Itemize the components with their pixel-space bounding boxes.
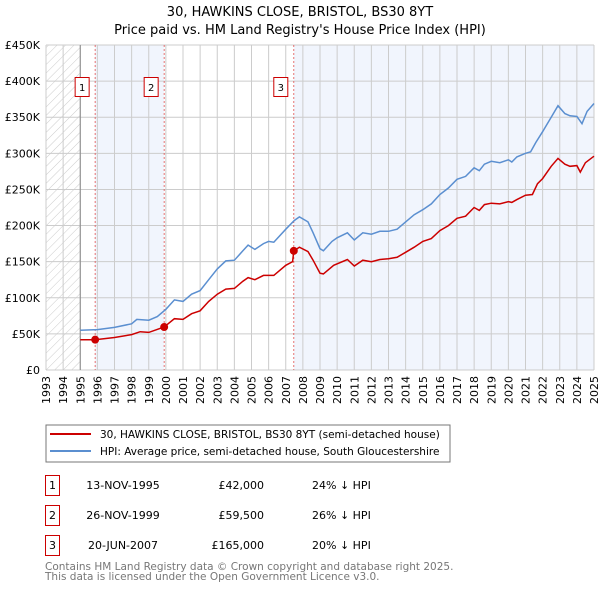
x-tick-label: 2006 — [263, 376, 276, 404]
x-tick-label: 2016 — [434, 376, 447, 404]
transaction-price: £42,000 — [219, 479, 265, 492]
x-tick-label: 1998 — [126, 376, 139, 404]
footer-copyright: Contains HM Land Registry data © Crown c… — [45, 561, 453, 573]
x-tick-label: 2017 — [451, 376, 464, 404]
transaction-date: 26-NOV-1999 — [86, 509, 160, 522]
x-tick-label: 2019 — [485, 376, 498, 404]
transaction-number: 2 — [49, 509, 56, 522]
x-tick-label: 2013 — [383, 376, 396, 404]
hpi-line — [80, 103, 595, 332]
shaded-period — [95, 45, 165, 370]
transaction-date: 20-JUN-2007 — [88, 539, 158, 552]
x-tick-label: 2010 — [331, 376, 344, 404]
y-tick-label: £0 — [26, 364, 40, 377]
y-tick-label: £50K — [12, 328, 41, 341]
y-tick-label: £250K — [5, 183, 41, 196]
footer-licence: This data is licensed under the Open Gov… — [44, 571, 380, 583]
x-tick-label: 2018 — [468, 376, 481, 404]
transaction-row: 2 26-NOV-1999 £59,500 26% ↓ HPI — [45, 505, 371, 526]
x-tick-label: 2015 — [417, 376, 430, 404]
transaction-date: 13-NOV-1995 — [86, 479, 160, 492]
x-tick-label: 2007 — [280, 376, 293, 404]
y-tick-label: £150K — [5, 256, 41, 269]
legend-property-label: 30, HAWKINS CLOSE, BRISTOL, BS30 8YT (se… — [100, 429, 440, 441]
y-tick-label: £300K — [5, 147, 41, 160]
transactions-table: 1 13-NOV-1995 £42,000 24% ↓ HPI 2 26-NOV… — [45, 475, 371, 556]
transaction-hpi-diff: 26% ↓ HPI — [312, 509, 371, 522]
transaction-number: 1 — [49, 479, 56, 492]
x-tick-label: 2024 — [571, 376, 584, 404]
x-tick-label: 2005 — [246, 376, 259, 404]
y-tick-label: £200K — [5, 220, 41, 233]
y-tick-label: £450K — [5, 39, 41, 52]
x-tick-label: 2021 — [520, 376, 533, 404]
y-tick-label: £350K — [5, 111, 41, 124]
legend-hpi-label: HPI: Average price, semi-detached house,… — [100, 446, 439, 458]
transaction-price: £59,500 — [219, 509, 265, 522]
transaction-hpi-diff: 20% ↓ HPI — [312, 539, 371, 552]
transaction-number: 3 — [49, 539, 56, 552]
x-tick-label: 2022 — [537, 376, 550, 404]
shaded-period — [293, 45, 594, 370]
sale-point — [91, 335, 100, 344]
x-tick-label: 2000 — [160, 376, 173, 404]
chart-title-line2: Price paid vs. HM Land Registry's House … — [114, 23, 486, 38]
x-tick-label: 1996 — [91, 376, 104, 404]
x-tick-label: 2008 — [297, 376, 310, 404]
transaction-hpi-diff: 24% ↓ HPI — [312, 479, 371, 492]
x-tick-label: 1993 — [40, 376, 53, 404]
sale-marker-box — [143, 77, 159, 97]
y-tick-label: £100K — [5, 292, 41, 305]
legend: 30, HAWKINS CLOSE, BRISTOL, BS30 8YT (se… — [45, 424, 451, 463]
transaction-row: 1 13-NOV-1995 £42,000 24% ↓ HPI — [45, 475, 371, 496]
transaction-row: 3 20-JUN-2007 £165,000 20% ↓ HPI — [45, 535, 371, 556]
sale-point — [289, 246, 298, 255]
x-tick-label: 2014 — [400, 376, 413, 404]
x-tick-label: 2011 — [348, 376, 361, 404]
sale-marker-label: 1 — [79, 83, 85, 94]
x-tick-label: 2003 — [211, 376, 224, 404]
sale-marker-box — [74, 77, 90, 97]
y-tick-label: £400K — [5, 75, 41, 88]
chart-title-line1: 30, HAWKINS CLOSE, BRISTOL, BS30 8YT — [167, 5, 433, 20]
x-tick-label: 1995 — [74, 376, 87, 404]
sale-marker-box — [273, 77, 289, 97]
x-tick-label: 1994 — [57, 376, 70, 404]
x-tick-label: 2025 — [588, 376, 600, 404]
sale-marker-label: 3 — [278, 83, 284, 94]
sale-point — [160, 323, 169, 332]
transaction-price: £165,000 — [212, 539, 265, 552]
property-price-line — [80, 155, 595, 341]
x-tick-label: 2002 — [194, 376, 207, 404]
x-tick-label: 1997 — [109, 376, 122, 404]
x-tick-label: 2001 — [177, 376, 190, 404]
x-tick-label: 2004 — [228, 376, 241, 404]
x-tick-label: 2009 — [314, 376, 327, 404]
x-tick-label: 2023 — [554, 376, 567, 404]
x-tick-label: 2020 — [502, 376, 515, 404]
x-tick-label: 1999 — [143, 376, 156, 404]
x-tick-label: 2012 — [365, 376, 378, 404]
sale-marker-label: 2 — [148, 83, 154, 94]
